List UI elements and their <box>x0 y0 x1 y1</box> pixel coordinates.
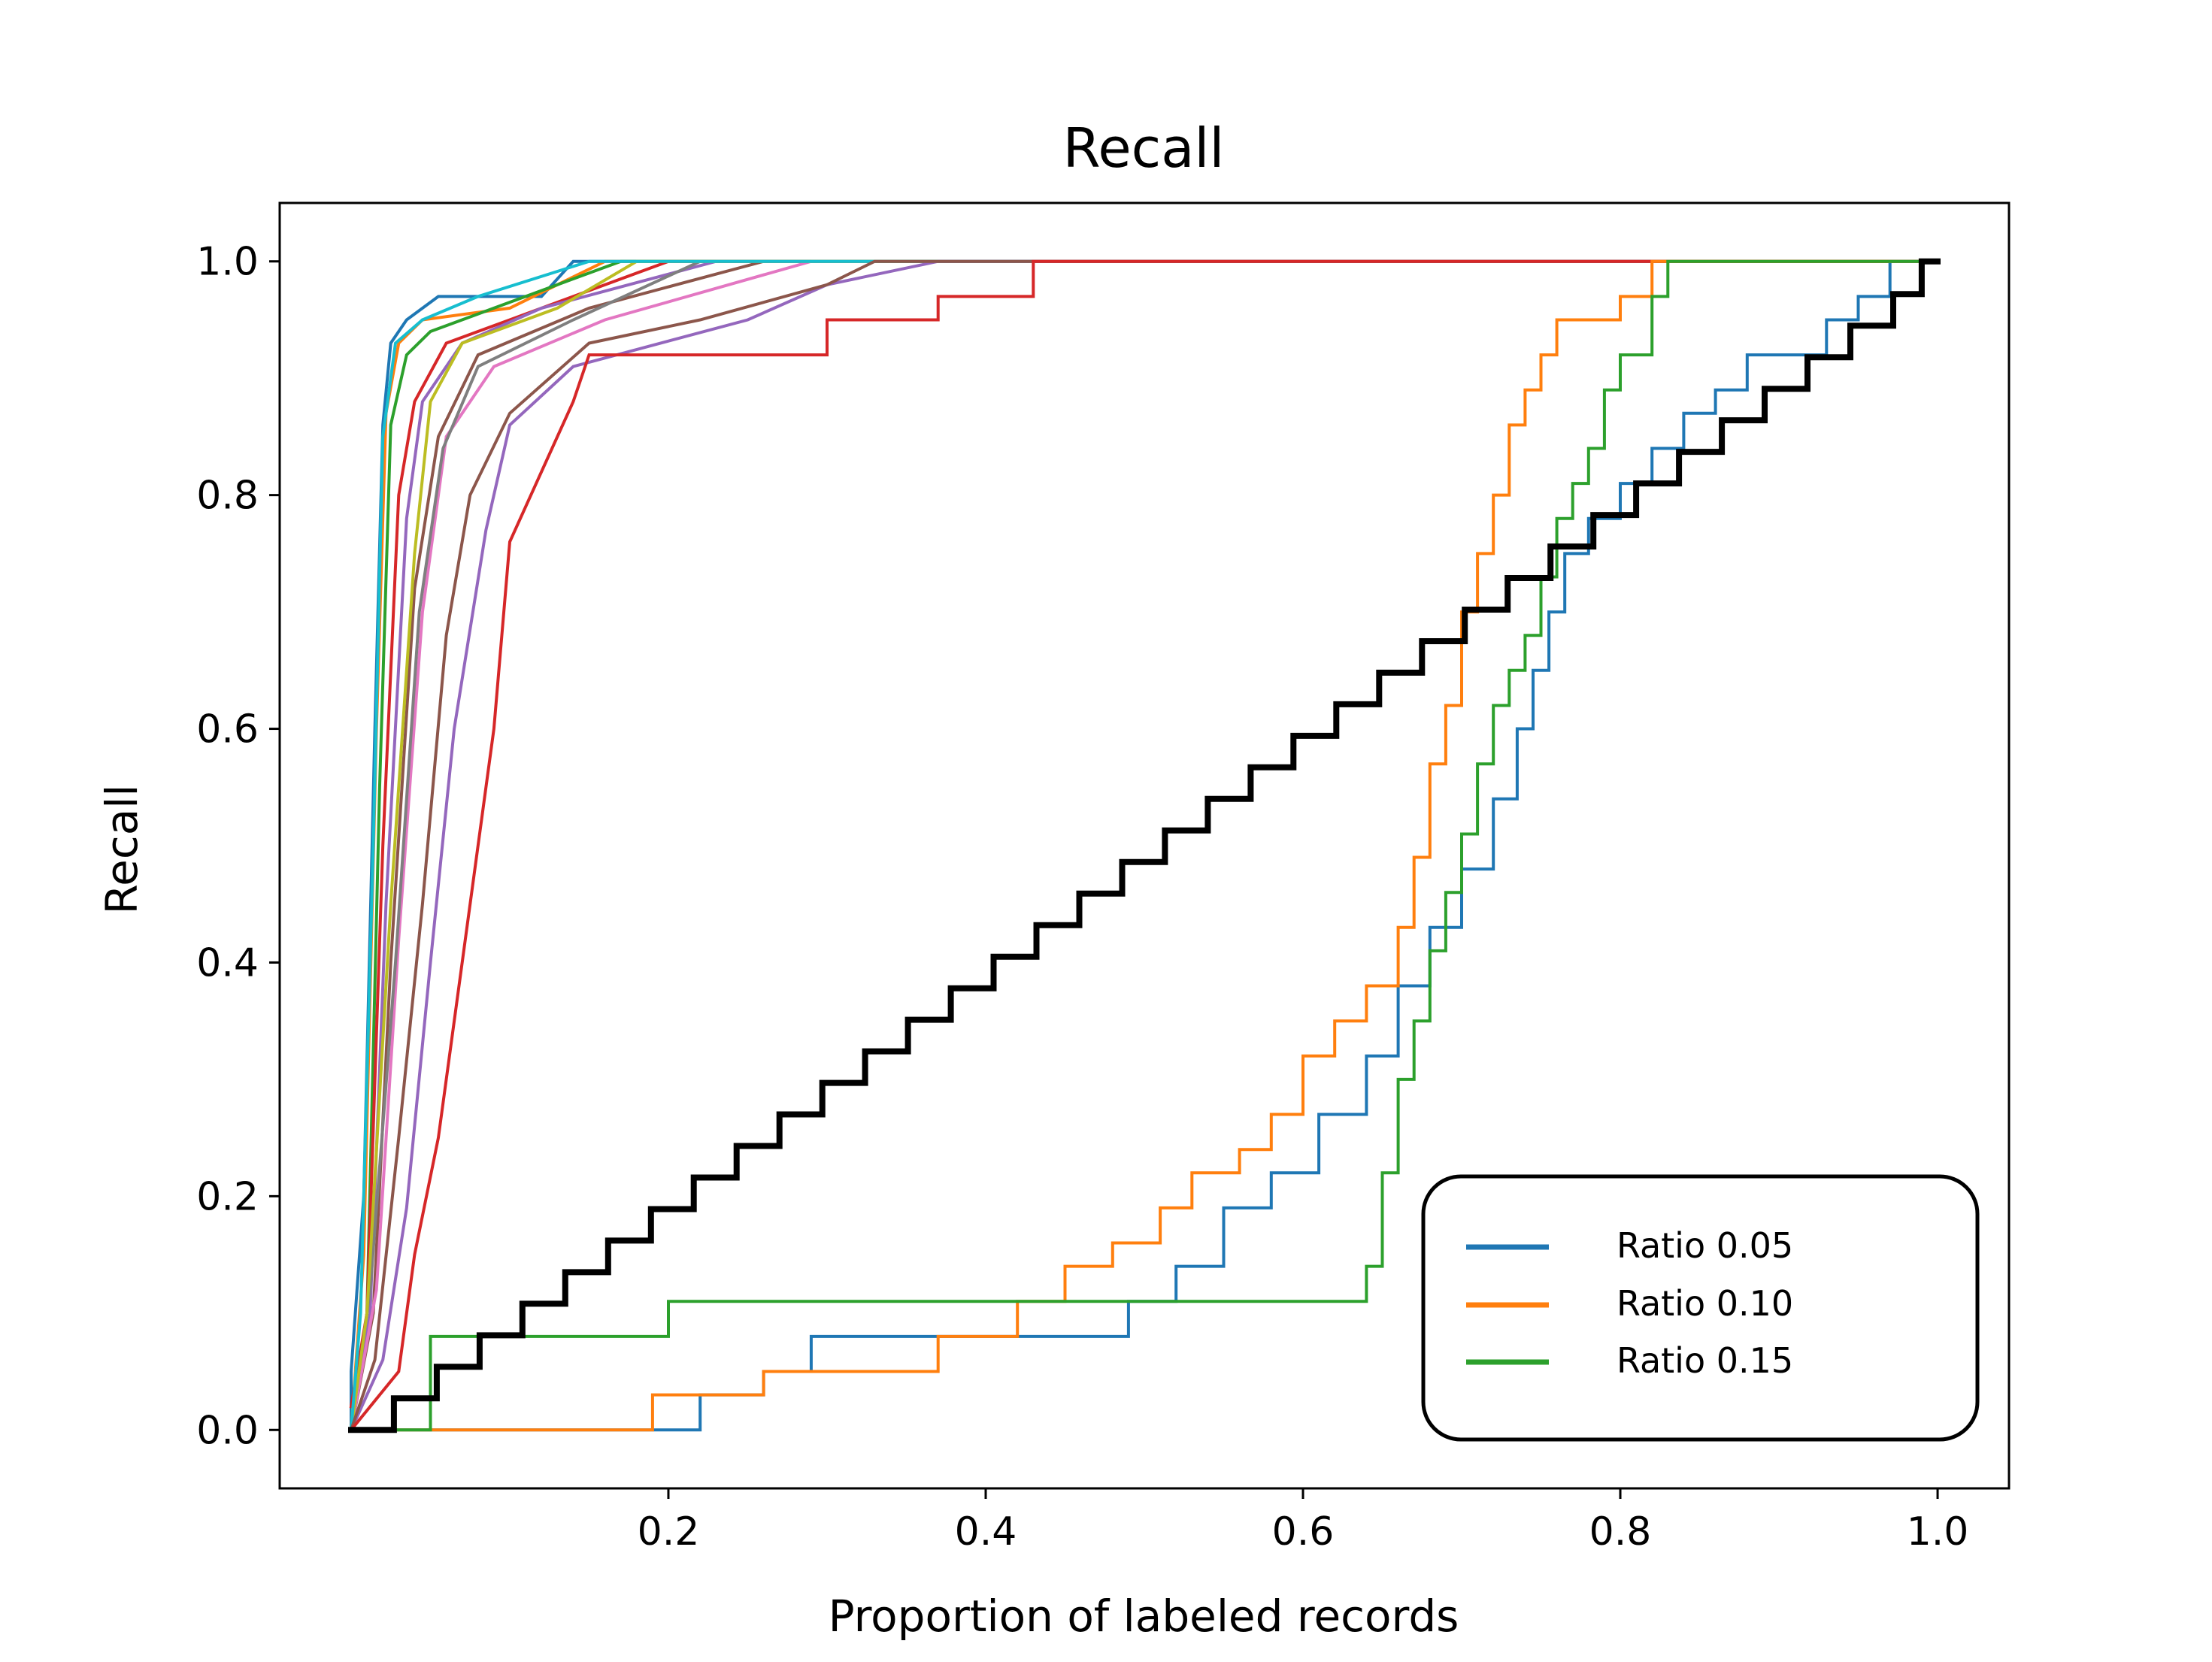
series-line-16 <box>350 259 1939 1432</box>
x-axis-label: Proportion of labeled records <box>829 1591 1459 1642</box>
y-tick-label: 0.4 <box>196 940 259 985</box>
legend-label-ratio-010: Ratio 0.10 <box>1617 1283 1793 1324</box>
series-line-4 <box>349 259 1939 1409</box>
x-tick-label: 0.8 <box>1589 1509 1652 1555</box>
y-ticks: 0.0 0.2 0.4 0.6 0.8 1.0 <box>196 240 280 1453</box>
x-ticks: 0.2 0.4 0.6 0.8 1.0 <box>638 1488 1969 1555</box>
series-line-11 <box>349 259 1939 1432</box>
y-tick-label: 0.6 <box>196 707 259 752</box>
x-tick-label: 0.2 <box>638 1509 700 1555</box>
series-line-7 <box>349 259 1939 1432</box>
series-line-9 <box>349 259 1939 1432</box>
series-line-8 <box>349 259 1939 1432</box>
x-tick-label: 1.0 <box>1907 1509 1969 1555</box>
series-line-3 <box>349 259 1939 1432</box>
y-tick-label: 1.0 <box>196 240 259 285</box>
series-line-17 <box>348 258 1941 1433</box>
x-tick-label: 0.6 <box>1272 1509 1335 1555</box>
legend-label-ratio-005: Ratio 0.05 <box>1617 1225 1793 1266</box>
y-tick-label: 0.2 <box>196 1174 259 1219</box>
series-line-6 <box>349 259 1939 1432</box>
series-line-13 <box>349 259 1939 1433</box>
x-tick-label: 0.4 <box>955 1509 1017 1555</box>
series-line-1 <box>350 259 1939 1432</box>
y-tick-label: 0.0 <box>196 1408 259 1453</box>
plot-frame <box>278 201 2010 1490</box>
chart-title: Recall <box>1063 117 1225 180</box>
legend-box <box>1421 1174 1980 1442</box>
series-line-10 <box>349 259 1939 1432</box>
series-line-12 <box>349 259 1939 1432</box>
legend-label-ratio-015: Ratio 0.15 <box>1617 1340 1793 1381</box>
y-axis-label: Recall <box>96 784 147 914</box>
series-layer <box>348 258 1941 1433</box>
y-tick-label: 0.8 <box>196 474 259 519</box>
legend: Ratio 0.05 Ratio 0.10 Ratio 0.15 <box>1421 1174 1980 1442</box>
